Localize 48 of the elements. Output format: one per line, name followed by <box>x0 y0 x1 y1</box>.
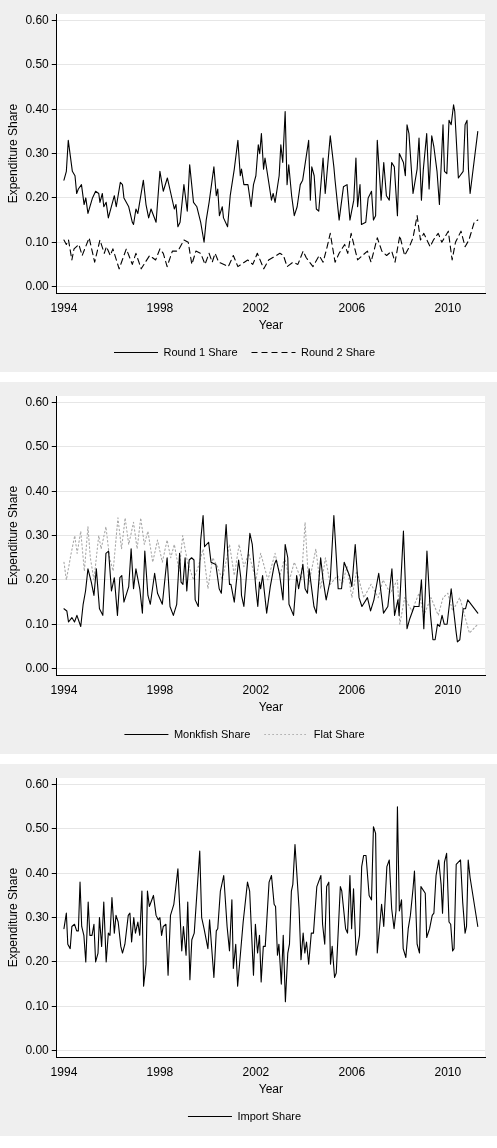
y-tick-label: 0.30 <box>25 145 50 160</box>
y-tick-label: 0.10 <box>25 998 50 1013</box>
y-tick-label: 0.50 <box>25 57 50 72</box>
y-tick-label: 0.60 <box>25 394 50 409</box>
x-tick-label: 1998 <box>146 300 174 315</box>
x-tick-label: 2006 <box>338 682 366 697</box>
y-tick-label: 0.30 <box>25 527 50 542</box>
x-tick-label: 2002 <box>242 300 270 315</box>
x-tick-label: 1994 <box>50 682 78 697</box>
y-tick-label: 0.40 <box>25 101 50 116</box>
y-tick-label: 0.50 <box>25 821 50 836</box>
y-tick-label: 0.60 <box>25 12 50 27</box>
y-tick-label: 0.20 <box>25 572 50 587</box>
x-tick-label: 2010 <box>434 682 462 697</box>
y-tick-label: 0.50 <box>25 439 50 454</box>
x-tick-label: 1994 <box>50 1064 78 1079</box>
legend-label: Round 2 Share <box>301 345 375 358</box>
x-tick-label: 2006 <box>338 300 366 315</box>
legend-label: Import Share <box>237 1109 302 1122</box>
y-tick-label: 0.30 <box>25 909 50 924</box>
y-tick-label: 0.10 <box>25 616 50 631</box>
y-tick-label: 0.20 <box>25 954 50 969</box>
x-axis-title: Year <box>258 700 283 715</box>
x-tick-label: 2002 <box>242 682 270 697</box>
x-tick-label: 2006 <box>338 1064 366 1079</box>
y-tick-label: 0.20 <box>25 190 50 205</box>
y-tick-label: 0.00 <box>25 660 50 675</box>
y-axis-title: Expenditure Share <box>5 867 20 968</box>
y-tick-label: 0.00 <box>25 1042 50 1057</box>
x-tick-label: 1998 <box>146 682 174 697</box>
y-tick-label: 0.60 <box>25 776 50 791</box>
line-series <box>63 215 479 270</box>
legend-label: Round 1 Share <box>163 345 238 358</box>
x-tick-label: 2010 <box>434 300 462 315</box>
legend-label: Monkfish Share <box>173 727 251 740</box>
x-tick-label: 2010 <box>434 1064 462 1079</box>
x-axis-title: Year <box>258 318 283 333</box>
y-tick-label: 0.40 <box>25 865 50 880</box>
x-axis-title: Year <box>258 1082 283 1097</box>
y-tick-label: 0.00 <box>25 278 50 293</box>
y-axis-title: Expenditure Share <box>5 485 20 586</box>
y-tick-label: 0.40 <box>25 483 50 498</box>
x-tick-label: 1994 <box>50 300 78 315</box>
x-tick-label: 1998 <box>146 1064 174 1079</box>
y-tick-label: 0.10 <box>25 234 50 249</box>
x-tick-label: 2002 <box>242 1064 270 1079</box>
y-axis-title: Expenditure Share <box>5 103 20 204</box>
legend-label: Flat Share <box>313 727 365 740</box>
